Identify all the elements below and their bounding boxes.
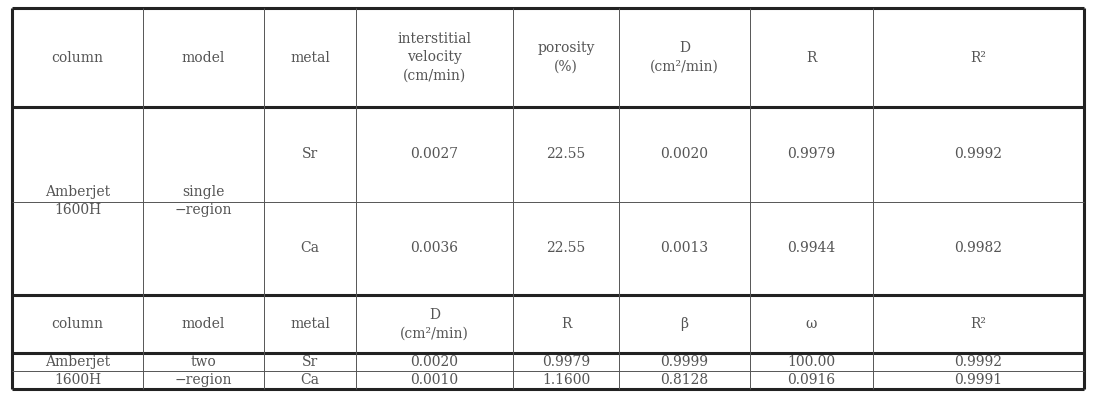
Text: model: model <box>182 317 225 331</box>
Text: 0.0036: 0.0036 <box>411 241 458 256</box>
Text: model: model <box>182 50 225 64</box>
Text: Sr: Sr <box>301 355 318 369</box>
Text: column: column <box>52 317 103 331</box>
Text: R: R <box>561 317 571 331</box>
Text: metal: metal <box>290 317 330 331</box>
Text: 0.8128: 0.8128 <box>661 373 708 387</box>
Text: R²: R² <box>970 50 986 64</box>
Text: 0.9944: 0.9944 <box>787 241 835 256</box>
Text: R: R <box>807 50 817 64</box>
Text: 0.0027: 0.0027 <box>410 148 458 162</box>
Text: single
−region: single −region <box>174 185 232 217</box>
Text: 0.9992: 0.9992 <box>955 148 1003 162</box>
Text: 0.9979: 0.9979 <box>541 355 590 369</box>
Text: column: column <box>52 50 103 64</box>
Text: 0.9979: 0.9979 <box>787 148 835 162</box>
Text: two
−region: two −region <box>174 355 232 387</box>
Text: 0.9991: 0.9991 <box>955 373 1003 387</box>
Text: Amberjet
1600H: Amberjet 1600H <box>45 355 110 387</box>
Text: Ca: Ca <box>300 373 320 387</box>
Text: 0.0020: 0.0020 <box>661 148 708 162</box>
Text: 0.9992: 0.9992 <box>955 355 1003 369</box>
Text: 22.55: 22.55 <box>547 148 585 162</box>
Text: D
(cm²/min): D (cm²/min) <box>650 41 719 74</box>
Text: ω: ω <box>806 317 818 331</box>
Text: 22.55: 22.55 <box>547 241 585 256</box>
Text: Ca: Ca <box>300 241 320 256</box>
Text: 100.00: 100.00 <box>787 355 835 369</box>
Text: 0.0010: 0.0010 <box>410 373 458 387</box>
Text: 0.0020: 0.0020 <box>411 355 458 369</box>
Text: Amberjet
1600H: Amberjet 1600H <box>45 185 110 217</box>
Text: 0.9982: 0.9982 <box>955 241 1003 256</box>
Text: 0.9999: 0.9999 <box>661 355 708 369</box>
Text: 0.0013: 0.0013 <box>661 241 708 256</box>
Text: metal: metal <box>290 50 330 64</box>
Text: β: β <box>681 317 688 331</box>
Text: porosity
(%): porosity (%) <box>537 41 595 74</box>
Text: 0.0916: 0.0916 <box>787 373 835 387</box>
Text: Sr: Sr <box>301 148 318 162</box>
Text: R²: R² <box>970 317 986 331</box>
Text: interstitial
velocity
(cm/min): interstitial velocity (cm/min) <box>398 32 471 83</box>
Text: D
(cm²/min): D (cm²/min) <box>400 308 469 340</box>
Text: 1.1600: 1.1600 <box>541 373 590 387</box>
